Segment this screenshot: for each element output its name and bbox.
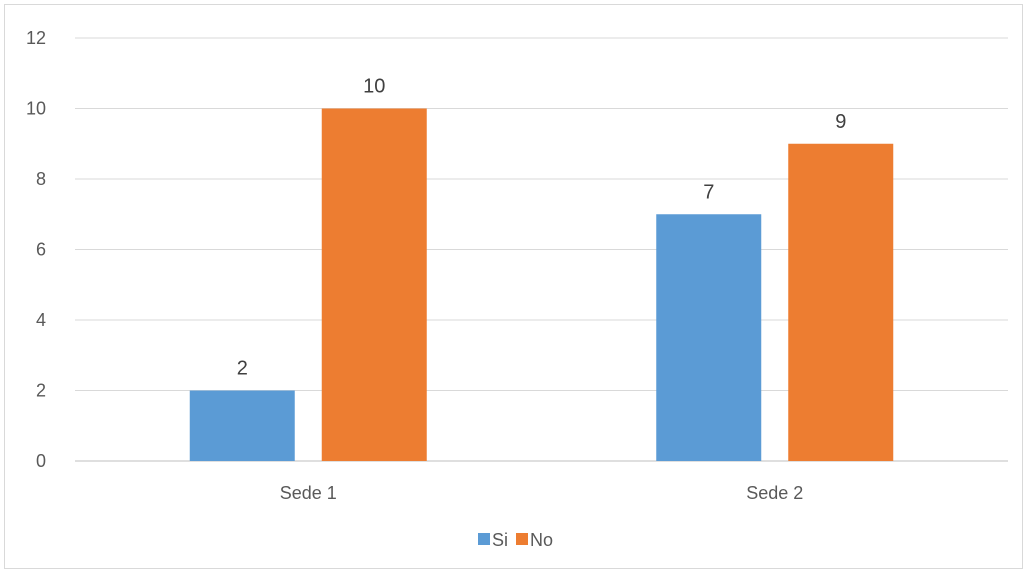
- y-tick-label: 2: [36, 381, 46, 401]
- legend-swatch-no: [516, 533, 528, 545]
- data-labels: 2 10 7 9: [237, 76, 847, 380]
- x-tick-label: Sede 2: [746, 483, 803, 503]
- x-tick-label: Sede 1: [280, 483, 337, 503]
- legend-swatch-si: [478, 533, 490, 545]
- y-tick-label: 4: [36, 310, 46, 330]
- data-label: 7: [703, 181, 714, 203]
- bar-si-sede-1: [189, 390, 295, 461]
- y-tick-label: 8: [36, 169, 46, 189]
- data-label: 9: [835, 111, 846, 133]
- bar-si-sede-2: [656, 214, 762, 461]
- y-tick-label: 12: [26, 28, 46, 48]
- bars: [189, 108, 894, 461]
- y-tick-label: 10: [26, 99, 46, 119]
- x-axis-tick-labels: Sede 1 Sede 2: [280, 483, 804, 503]
- y-axis-tick-labels: 0 2 4 6 8 10 12: [26, 28, 46, 471]
- data-label: 2: [237, 358, 248, 380]
- y-tick-label: 6: [36, 240, 46, 260]
- data-label: 10: [363, 76, 385, 98]
- legend: Si No: [478, 530, 553, 550]
- y-tick-label: 0: [36, 451, 46, 471]
- legend-label-no: No: [530, 530, 553, 550]
- bar-no-sede-1: [321, 108, 427, 461]
- bar-no-sede-2: [788, 143, 894, 461]
- legend-label-si: Si: [492, 530, 508, 550]
